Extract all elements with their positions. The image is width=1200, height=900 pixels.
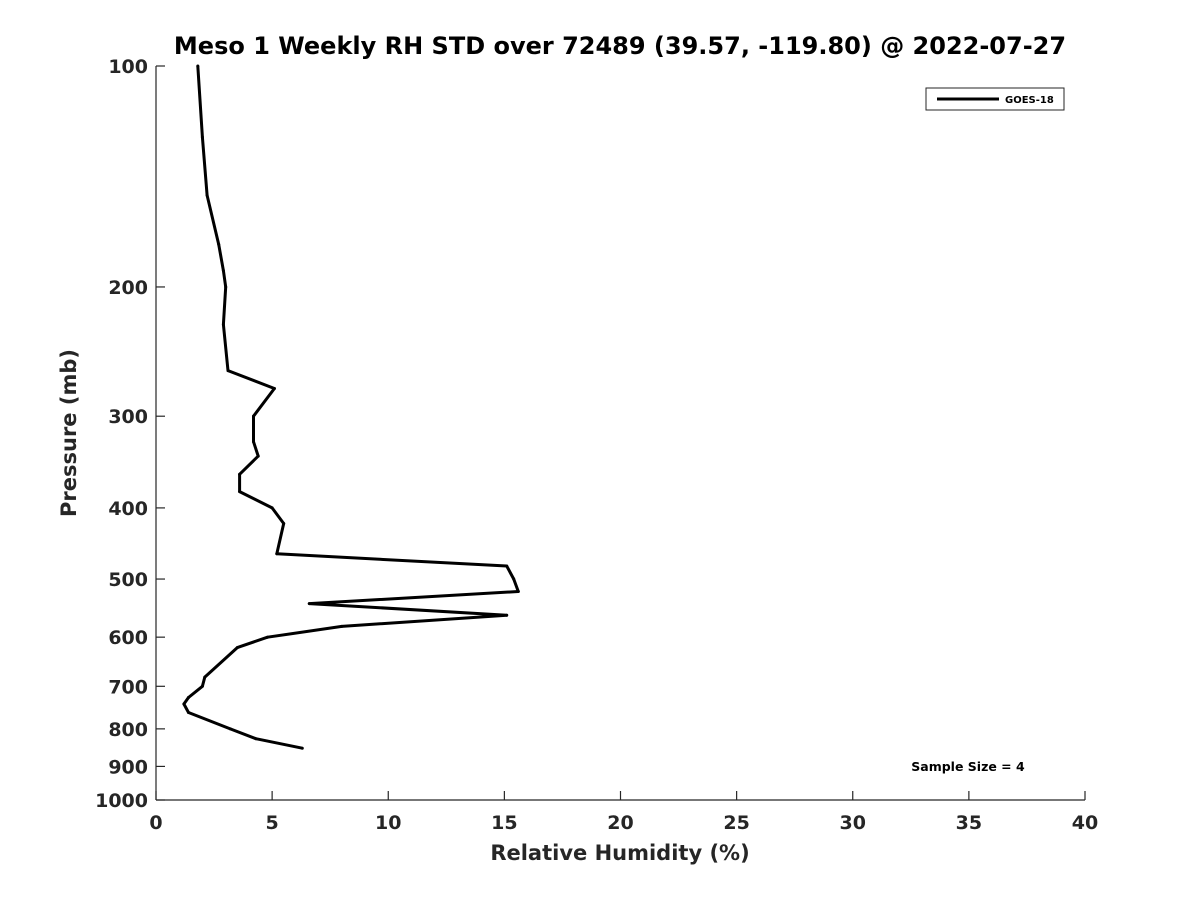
- series-point: [200, 135, 204, 139]
- series-point: [252, 414, 255, 418]
- series-point: [224, 285, 228, 289]
- x-tick-label: 35: [956, 812, 982, 834]
- y-tick-label: 400: [108, 498, 148, 520]
- x-tick-label: 40: [1072, 812, 1098, 834]
- series-point: [187, 711, 190, 714]
- series-point: [238, 490, 242, 494]
- series-point: [203, 675, 207, 679]
- x-tick-label: 15: [491, 812, 517, 834]
- series-point: [272, 387, 276, 390]
- series-point: [221, 323, 225, 326]
- series-point: [275, 552, 279, 556]
- series-point: [226, 369, 230, 373]
- y-tick-label: 600: [108, 627, 148, 649]
- y-tick-label: 500: [108, 569, 148, 591]
- x-tick-label: 20: [607, 812, 633, 834]
- series-point: [270, 506, 274, 510]
- x-tick-label: 5: [266, 812, 279, 834]
- series-point: [256, 454, 260, 458]
- series-point: [238, 472, 242, 476]
- chart-title: Meso 1 Weekly RH STD over 72489 (39.57, …: [174, 32, 1066, 60]
- plot-area: 0 5 10 15 20 25 30 35 40 100 200 300 400 500 600 700 80…: [95, 56, 1098, 834]
- y-tick-label: 800: [108, 719, 148, 741]
- series-point: [217, 242, 221, 246]
- legend-label-goes-18: GOES-18: [1005, 95, 1054, 106]
- x-axis-ticks: 0 5 10 15 20 25 30 35 40: [149, 791, 1098, 834]
- y-axis-label: Pressure (mb): [57, 349, 81, 517]
- series-point: [307, 602, 311, 606]
- y-tick-label: 200: [108, 277, 148, 299]
- x-tick-label: 25: [723, 812, 749, 834]
- y-tick-label: 1000: [95, 790, 148, 812]
- series-point: [282, 522, 286, 525]
- series-point: [205, 193, 209, 197]
- series-point: [235, 646, 239, 650]
- y-tick-label: 300: [108, 406, 148, 428]
- x-axis-label: Relative Humidity (%): [490, 841, 749, 865]
- series-point: [228, 727, 232, 731]
- sample-size-annotation: Sample Size = 4: [911, 759, 1025, 774]
- x-tick-label: 10: [375, 812, 401, 834]
- series-point: [221, 269, 225, 273]
- y-tick-label: 700: [108, 676, 148, 698]
- series-point: [200, 684, 204, 688]
- series-point: [340, 624, 344, 628]
- series-point: [182, 702, 186, 706]
- series-points: [182, 64, 520, 750]
- series-point: [516, 590, 520, 593]
- series-point: [266, 635, 269, 639]
- x-tick-label: 0: [149, 812, 162, 834]
- series-point: [512, 577, 516, 581]
- series-point: [252, 440, 255, 444]
- series-point: [505, 564, 509, 568]
- y-axis-ticks: 100 200 300 400 500 600 700 800 900 1000: [95, 56, 165, 812]
- y-tick-label: 100: [108, 56, 148, 78]
- series-point: [505, 613, 509, 617]
- x-tick-label: 30: [840, 812, 866, 834]
- y-tick-label: 900: [108, 756, 148, 778]
- legend: GOES-18: [925, 87, 1065, 111]
- series-point: [187, 696, 190, 699]
- series-point: [254, 737, 258, 741]
- series-point: [300, 746, 304, 750]
- series-point: [196, 64, 200, 68]
